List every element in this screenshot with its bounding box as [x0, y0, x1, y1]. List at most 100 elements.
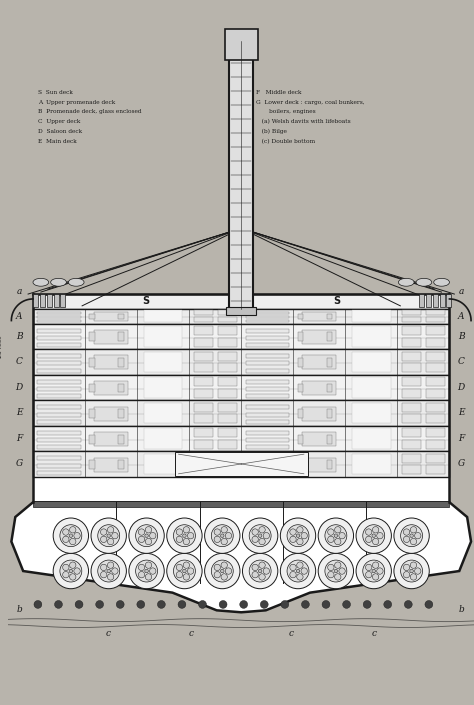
- Circle shape: [214, 536, 220, 543]
- Circle shape: [425, 601, 433, 608]
- Circle shape: [410, 527, 417, 533]
- Bar: [193, 317, 213, 322]
- Bar: [193, 377, 213, 386]
- Bar: [302, 381, 336, 395]
- Bar: [193, 440, 213, 448]
- Circle shape: [183, 527, 190, 533]
- Bar: [426, 414, 445, 423]
- Bar: [37, 419, 81, 424]
- Bar: [426, 440, 445, 448]
- Bar: [246, 316, 289, 318]
- Circle shape: [214, 572, 220, 578]
- Bar: [118, 358, 124, 367]
- Circle shape: [70, 574, 76, 580]
- Bar: [327, 358, 332, 367]
- Circle shape: [176, 529, 182, 535]
- Bar: [118, 384, 124, 393]
- Circle shape: [211, 525, 233, 546]
- Text: (a) Welsh davits with lifeboats: (a) Welsh davits with lifeboats: [256, 119, 351, 124]
- Circle shape: [365, 564, 372, 570]
- Circle shape: [70, 539, 76, 545]
- Text: G  Lower deck : cargo, coal bunkers,: G Lower deck : cargo, coal bunkers,: [256, 99, 365, 104]
- Bar: [327, 409, 332, 418]
- Bar: [94, 458, 128, 472]
- Bar: [246, 329, 289, 333]
- Circle shape: [318, 553, 354, 589]
- Text: (c) Double bottom: (c) Double bottom: [256, 139, 315, 144]
- Bar: [352, 310, 391, 322]
- Bar: [37, 446, 81, 449]
- Bar: [37, 412, 81, 417]
- Circle shape: [325, 560, 347, 582]
- Bar: [94, 312, 128, 321]
- Bar: [298, 434, 303, 443]
- Circle shape: [415, 532, 421, 539]
- Bar: [47, 294, 52, 307]
- Bar: [94, 330, 128, 344]
- Bar: [37, 355, 81, 358]
- Text: S  Sun deck: S Sun deck: [38, 90, 73, 94]
- Bar: [218, 414, 237, 423]
- Bar: [90, 384, 95, 393]
- Circle shape: [290, 572, 296, 578]
- Bar: [426, 326, 445, 335]
- Circle shape: [287, 560, 309, 582]
- Circle shape: [363, 525, 385, 546]
- Text: c: c: [105, 630, 110, 639]
- Bar: [246, 471, 289, 474]
- Polygon shape: [11, 502, 471, 613]
- Circle shape: [373, 574, 379, 580]
- Bar: [426, 338, 445, 347]
- Bar: [37, 343, 81, 347]
- Bar: [193, 363, 213, 372]
- Circle shape: [373, 527, 379, 533]
- Bar: [118, 434, 124, 443]
- Bar: [37, 319, 81, 321]
- Circle shape: [373, 539, 379, 545]
- Circle shape: [60, 560, 82, 582]
- Bar: [426, 388, 445, 398]
- Circle shape: [182, 569, 186, 572]
- Bar: [426, 294, 431, 307]
- Bar: [402, 454, 421, 462]
- Circle shape: [410, 534, 413, 537]
- Circle shape: [220, 569, 224, 572]
- Circle shape: [138, 536, 145, 543]
- Circle shape: [221, 539, 228, 545]
- Circle shape: [401, 560, 422, 582]
- Circle shape: [328, 564, 334, 570]
- Circle shape: [219, 601, 227, 608]
- Circle shape: [410, 574, 417, 580]
- Circle shape: [415, 568, 421, 575]
- Ellipse shape: [398, 278, 414, 286]
- Bar: [302, 330, 336, 344]
- Bar: [94, 407, 128, 421]
- Bar: [246, 319, 289, 321]
- Circle shape: [334, 569, 337, 572]
- Circle shape: [377, 568, 383, 575]
- Bar: [37, 362, 81, 365]
- Bar: [90, 434, 95, 443]
- Bar: [426, 465, 445, 474]
- Circle shape: [145, 534, 148, 537]
- Circle shape: [372, 534, 375, 537]
- Circle shape: [356, 553, 392, 589]
- Bar: [94, 355, 128, 369]
- Circle shape: [403, 564, 410, 570]
- Circle shape: [403, 536, 410, 543]
- Bar: [33, 294, 449, 309]
- Circle shape: [301, 568, 307, 575]
- Circle shape: [176, 572, 182, 578]
- Circle shape: [100, 564, 107, 570]
- Circle shape: [173, 560, 195, 582]
- Bar: [352, 377, 391, 398]
- Bar: [246, 380, 289, 384]
- Bar: [37, 316, 81, 318]
- Bar: [193, 414, 213, 423]
- Bar: [90, 358, 95, 367]
- Bar: [193, 338, 213, 347]
- Bar: [37, 464, 81, 467]
- Bar: [37, 387, 81, 391]
- Bar: [174, 452, 308, 476]
- Circle shape: [53, 553, 89, 589]
